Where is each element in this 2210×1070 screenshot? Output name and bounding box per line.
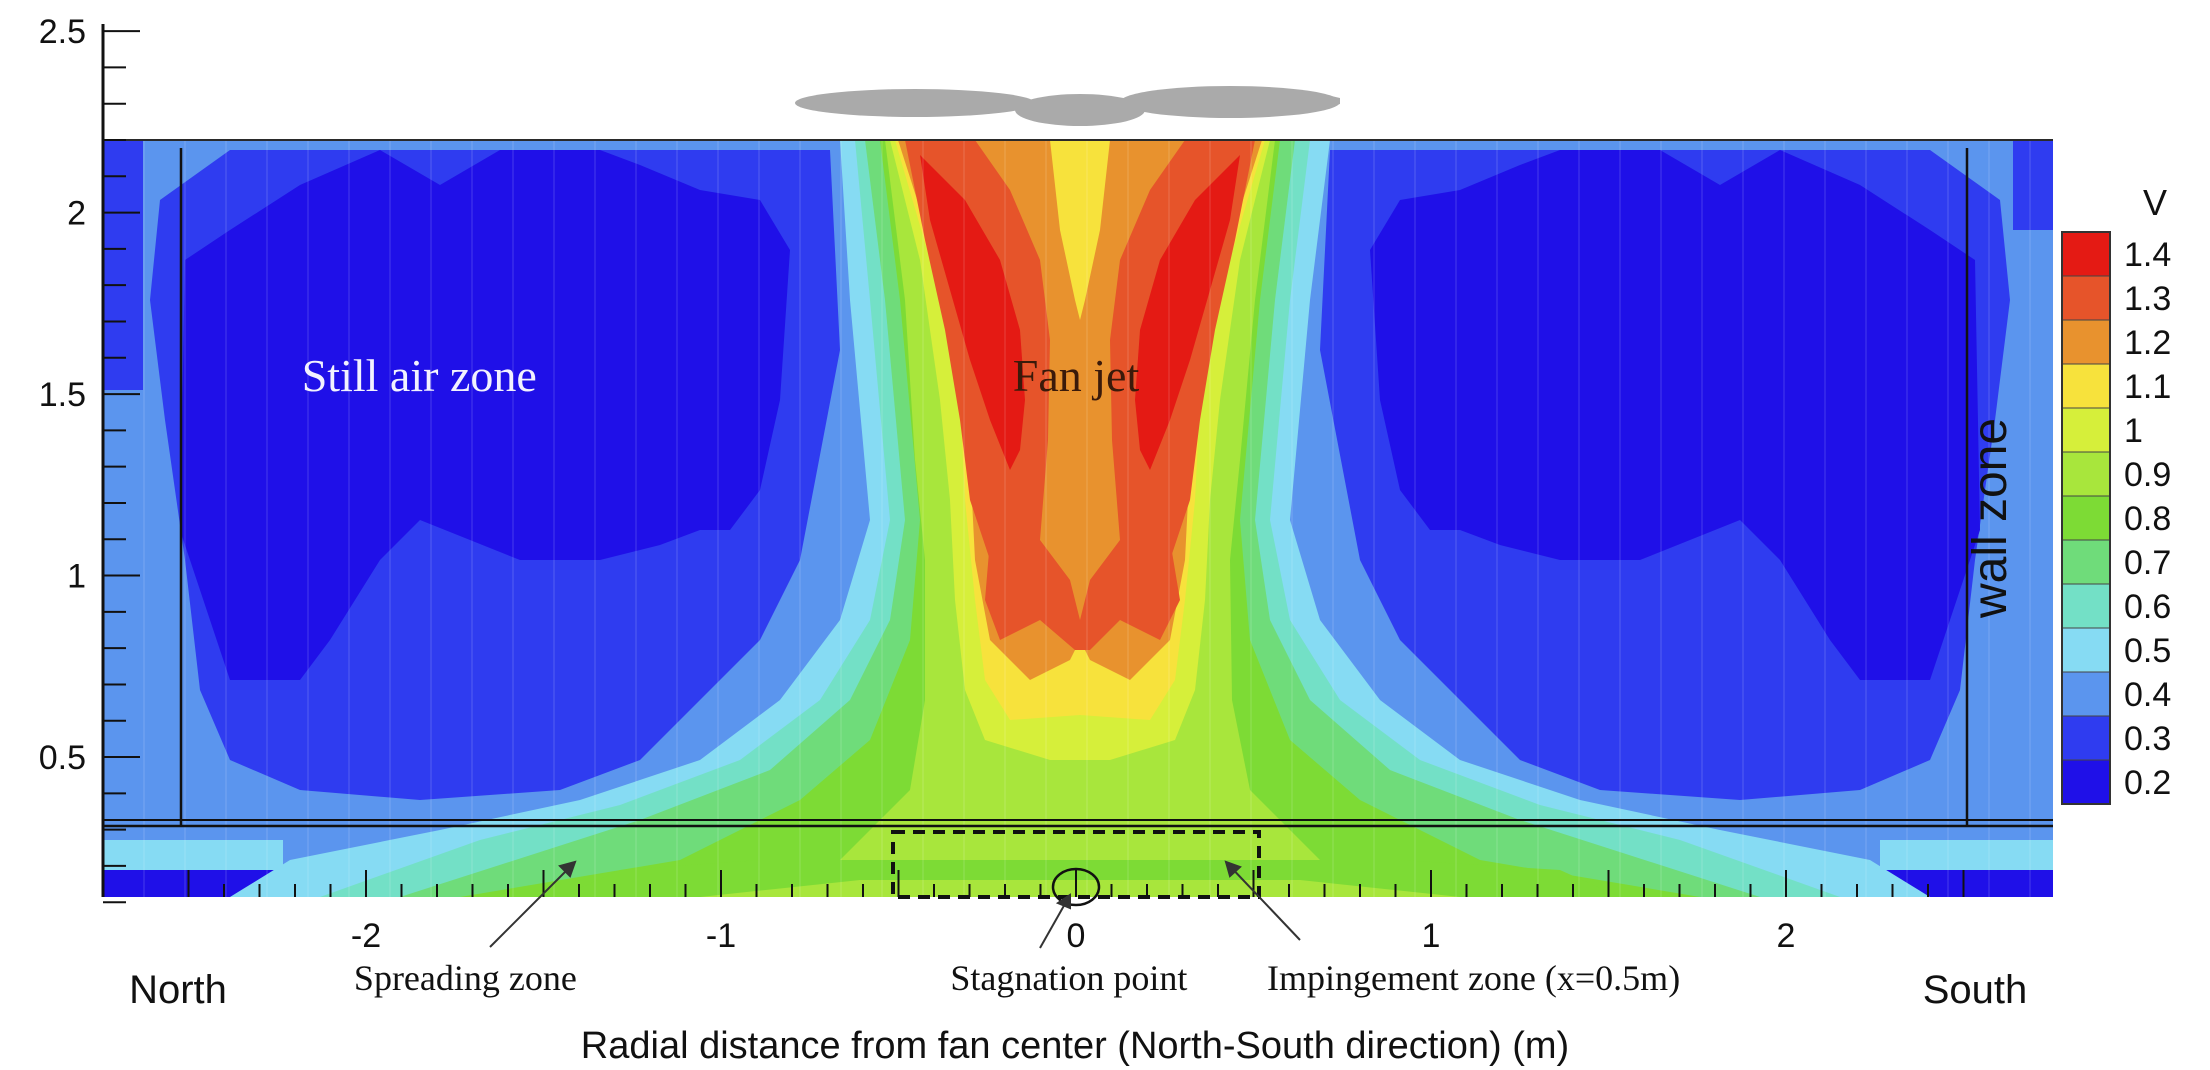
fan-jet-label: Fan jet — [1013, 350, 1140, 401]
contour-wall-right-0.3 — [2013, 140, 2053, 230]
y-tick-label: 0.5 — [39, 739, 86, 777]
colorbar-swatch — [2062, 452, 2110, 496]
x-tick-label: -1 — [706, 917, 736, 955]
north-label: North — [129, 968, 227, 1012]
colorbar-swatch — [2062, 628, 2110, 672]
colorbar-label: 1.4 — [2124, 236, 2171, 274]
velocity-field — [103, 140, 2053, 897]
x-axis-title: Radial distance from fan center (North-S… — [581, 1025, 1569, 1067]
colorbar-label: 1.1 — [2124, 368, 2171, 406]
x-tick-label: -2 — [351, 917, 381, 955]
impingement-zone-label: Impingement zone (x=0.5m) — [1267, 958, 1680, 998]
colorbar-label: 0.3 — [2124, 720, 2171, 758]
colorbar-label: 0.6 — [2124, 588, 2171, 626]
colorbar-swatch — [2062, 672, 2110, 716]
colorbar: 1.4 1.3 1.2 1.1 1 0.9 0.8 0.7 0.6 0.5 0.4 0.3 0.2 — [2062, 232, 2171, 804]
x-tick-label: 1 — [1422, 917, 1441, 955]
y-tick-label: 1.5 — [39, 376, 86, 414]
south-label: South — [1923, 968, 2028, 1012]
contour-wall-left-0.3 — [103, 140, 143, 390]
colorbar-swatch — [2062, 716, 2110, 760]
x-tick-label: 2 — [1777, 917, 1796, 955]
colorbar-swatch — [2062, 276, 2110, 320]
stagnation-point-label: Stagnation point — [950, 958, 1187, 998]
colorbar-label: 1.3 — [2124, 280, 2171, 318]
colorbar-label: 0.4 — [2124, 676, 2171, 714]
colorbar-title: V — [2143, 182, 2167, 223]
colorbar-swatch — [2062, 540, 2110, 584]
colorbar-swatch — [2062, 408, 2110, 452]
colorbar-label: 0.9 — [2124, 456, 2171, 494]
y-tick-label: 1 — [67, 558, 86, 596]
y-tick-labels: 0.5 1 1.5 2 2.5 — [39, 13, 86, 777]
x-tick-labels: -2 -1 0 1 2 — [351, 917, 1796, 955]
colorbar-swatch — [2062, 584, 2110, 628]
wall-zone-label: wall zone — [1964, 418, 2017, 619]
spreading-zone-label: Spreading zone — [354, 958, 577, 998]
still-air-zone-label: Still air zone — [302, 350, 537, 401]
colorbar-swatch — [2062, 320, 2110, 364]
colorbar-swatch — [2062, 760, 2110, 804]
colorbar-label: 1.2 — [2124, 324, 2171, 362]
colorbar-label: 0.7 — [2124, 544, 2171, 582]
colorbar-swatch — [2062, 364, 2110, 408]
colorbar-swatch — [2062, 232, 2110, 276]
colorbar-label: 0.2 — [2124, 764, 2171, 802]
y-tick-label: 2.5 — [39, 13, 86, 51]
colorbar-label: 0.8 — [2124, 500, 2171, 538]
x-tick-label: 0 — [1067, 917, 1086, 955]
fan-icon — [795, 86, 1340, 126]
colorbar-label: 0.5 — [2124, 632, 2171, 670]
colorbar-swatch — [2062, 496, 2110, 540]
y-tick-label: 2 — [67, 195, 86, 233]
colorbar-label: 1 — [2124, 412, 2143, 450]
